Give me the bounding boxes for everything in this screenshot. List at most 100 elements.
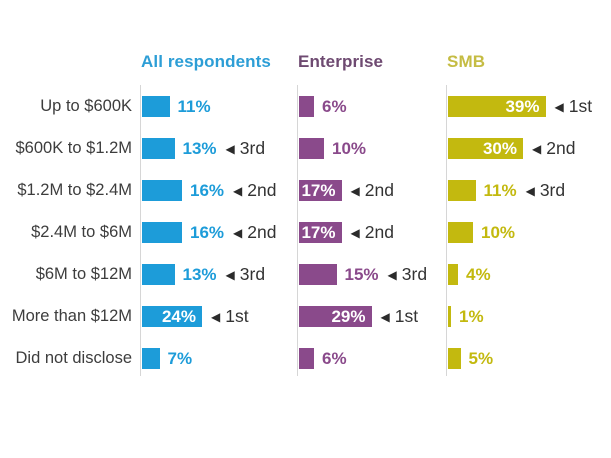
bar: 29% [299, 306, 372, 327]
left-triangle-icon: ◀ [350, 225, 360, 240]
bar-row: 17% ◀ 2nd [299, 222, 394, 243]
rank-label: 3rd [539, 179, 566, 200]
rank-label: 2nd [247, 221, 277, 242]
bar-row: 4% [448, 264, 491, 285]
bar [448, 348, 461, 369]
bar [299, 96, 314, 117]
rank-label: 2nd [546, 137, 576, 158]
rank-annotation: ◀ 3rd [225, 263, 266, 284]
axis-line [297, 85, 298, 376]
left-triangle-icon: ◀ [233, 225, 243, 240]
rank-label: 3rd [401, 263, 428, 284]
rank-label: 2nd [247, 179, 277, 200]
bar [448, 306, 451, 327]
bar-row: 15% ◀ 3rd [299, 264, 427, 285]
bar-value-label: 10% [481, 222, 516, 242]
bar: 17% [299, 222, 342, 243]
left-triangle-icon: ◀ [554, 99, 564, 114]
left-triangle-icon: ◀ [525, 183, 535, 198]
rank-label: 1st [394, 305, 419, 326]
left-triangle-icon: ◀ [225, 141, 235, 156]
bar [142, 222, 182, 243]
bar-row: 17% ◀ 2nd [299, 180, 394, 201]
bar-value-label: 15% [344, 264, 379, 284]
bar-value-label: 11% [483, 180, 517, 200]
bar-row: 1% [448, 306, 484, 327]
bar-value-label: 17% [301, 180, 336, 200]
bar [448, 222, 473, 243]
bar-value-label: 16% [190, 180, 225, 200]
rank-label: 3rd [239, 137, 266, 158]
bar [142, 180, 182, 201]
bar: 24% [142, 306, 202, 327]
left-triangle-icon: ◀ [211, 309, 221, 324]
category-label: Did not disclose [15, 349, 132, 367]
bar-row: 11% [142, 96, 211, 117]
bar-row: 6% [299, 96, 347, 117]
bar-row: 24% ◀ 1st [142, 306, 249, 327]
bar [142, 138, 175, 159]
column-header-smb: SMB [447, 52, 486, 71]
bar-value-label: 5% [468, 348, 494, 368]
bar [448, 264, 458, 285]
bar [299, 264, 337, 285]
bar-row: 11% ◀ 3rd [448, 180, 565, 201]
bar-row: 6% [299, 348, 347, 369]
rank-annotation: ◀ 3rd [225, 137, 266, 158]
rank-annotation: ◀ 2nd [233, 221, 277, 242]
bar-value-label: 16% [190, 222, 225, 242]
category-label: More than $12M [11, 307, 132, 325]
rank-label: 3rd [239, 263, 266, 284]
bar-value-label: 30% [482, 138, 517, 158]
bar-row: 16% ◀ 2nd [142, 222, 276, 243]
rank-label: 1st [568, 95, 593, 116]
bar [299, 348, 314, 369]
left-triangle-icon: ◀ [532, 141, 542, 156]
rank-annotation: ◀ 2nd [350, 223, 394, 242]
category-label: $6M to $12M [35, 265, 132, 283]
bar-value-label: 17% [301, 222, 336, 242]
left-triangle-icon: ◀ [233, 183, 243, 198]
rank-annotation: ◀ 3rd [388, 263, 428, 284]
bar-value-label: 13% [182, 138, 217, 158]
category-label: $2.4M to $6M [31, 223, 132, 241]
left-triangle-icon: ◀ [380, 309, 390, 324]
bar-value-label: 6% [322, 96, 347, 116]
rank-label: 2nd [364, 179, 394, 200]
bar-value-label: 24% [161, 306, 196, 326]
rank-annotation: ◀ 1st [554, 95, 593, 116]
rank-annotation: ◀ 2nd [532, 137, 576, 158]
bar-value-label: 13% [182, 264, 217, 284]
axis-line [446, 85, 447, 376]
rank-annotation: ◀ 2nd [233, 179, 277, 200]
rank-annotation: ◀ 2nd [351, 179, 394, 200]
category-label: $1.2M to $2.4M [17, 181, 132, 199]
bar [142, 348, 160, 369]
bar-row: 16% ◀ 2nd [142, 180, 276, 201]
bar-value-label: 1% [459, 306, 484, 326]
rank-annotation: ◀ 1st [380, 305, 419, 326]
rank-annotation: ◀ 1st [211, 305, 249, 326]
left-triangle-icon: ◀ [225, 267, 235, 282]
bar-row: 5% [448, 348, 493, 369]
bar-value-label: 29% [331, 306, 366, 326]
rank-annotation: ◀ 3rd [525, 179, 566, 200]
rank-label: 1st [225, 305, 249, 326]
bar-value-label: 4% [466, 264, 491, 284]
bar-value-label: 7% [167, 348, 193, 368]
bar [448, 180, 476, 201]
bar-row: 13% ◀ 3rd [142, 264, 265, 285]
bar-row: 7% [142, 348, 192, 369]
bar-row: 39% ◀ 1st [448, 96, 592, 117]
bar-row: 29% ◀ 1st [299, 306, 418, 327]
bar-value-label: 10% [332, 138, 367, 158]
bar [142, 96, 170, 117]
bar [142, 264, 175, 285]
bar-value-label: 6% [322, 348, 347, 368]
category-label: $600K to $1.2M [15, 139, 133, 157]
bar-value-label: 11% [177, 96, 211, 116]
bar-row: 30% ◀ 2nd [448, 138, 575, 159]
bar: 30% [448, 138, 523, 159]
column-header-enterprise: Enterprise [298, 52, 384, 71]
